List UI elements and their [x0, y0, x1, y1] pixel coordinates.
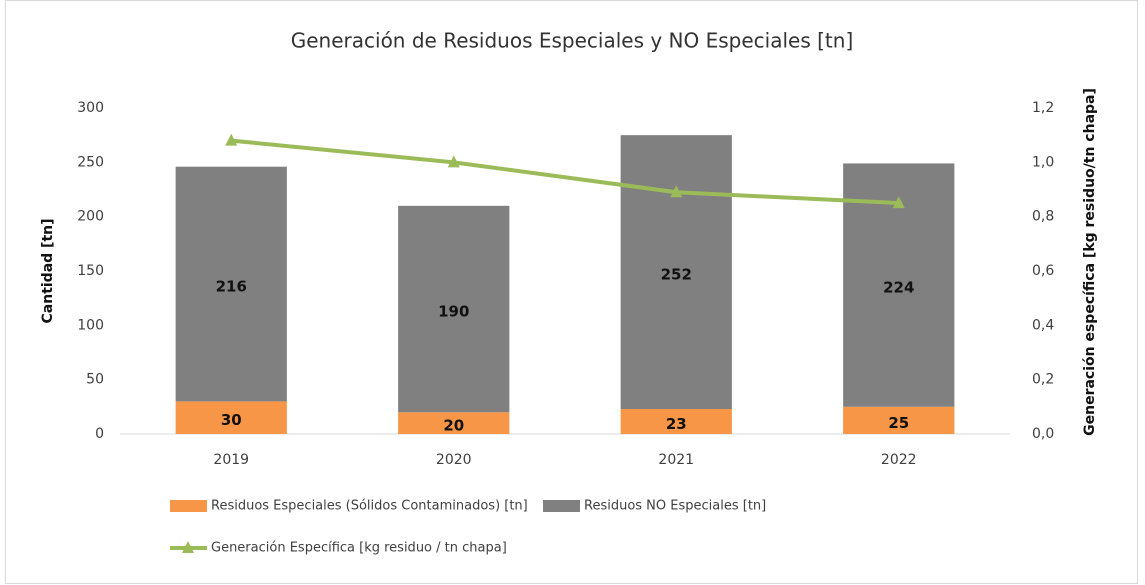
y2-tick-label: 0,6: [1032, 263, 1054, 279]
y2-tick-label: 1,2: [1032, 100, 1054, 116]
y2-tick-label: 1,0: [1032, 154, 1054, 170]
legend-label: Generación Específica [kg residuo / tn c…: [211, 541, 507, 556]
y-tick-label: 100: [77, 317, 104, 333]
legend-label: Residuos Especiales (Sólidos Contaminado…: [211, 499, 528, 514]
legend-label: Residuos NO Especiales [tn]: [584, 499, 766, 514]
y-tick-label: 250: [77, 154, 104, 170]
legend-swatch: [543, 500, 580, 512]
data-label: 20: [443, 417, 464, 435]
y2-tick-label: 0,4: [1032, 317, 1054, 333]
bar-segment: [843, 406, 955, 434]
data-label: 216: [216, 278, 247, 296]
bar-segment: [175, 166, 287, 402]
y-tick-label: 150: [77, 263, 104, 279]
y2-axis-title: Generación específica [kg residuo/tn cha…: [1082, 88, 1098, 436]
line-marker: [447, 155, 460, 168]
data-label: 25: [888, 414, 909, 432]
x-tick-label: 2021: [658, 452, 694, 468]
bar-segment: [620, 409, 732, 434]
data-label: 190: [438, 303, 469, 321]
y-tick-label: 50: [86, 372, 104, 388]
chart-border: [5, 0, 1138, 584]
chart-title: Generación de Residuos Especiales y NO E…: [291, 29, 854, 53]
line-marker: [670, 185, 683, 198]
y-tick-label: 0: [95, 426, 104, 442]
line-series: [231, 138, 899, 206]
x-tick-label: 2020: [436, 452, 472, 468]
line-marker: [225, 133, 238, 146]
x-tick-label: 2022: [881, 452, 917, 468]
y2-tick-label: 0,0: [1032, 426, 1054, 442]
bar-segment: [175, 401, 287, 434]
y-tick-label: 200: [77, 209, 104, 225]
legend-swatch: [170, 500, 207, 512]
data-label: 30: [221, 411, 242, 429]
y-axis-title: Cantidad [tn]: [40, 219, 56, 324]
legend-marker: [182, 541, 194, 553]
y2-tick-label: 0,8: [1032, 209, 1054, 225]
bar-segment: [398, 205, 510, 413]
bar-segment: [620, 135, 732, 410]
y2-tick-label: 0,2: [1032, 372, 1054, 388]
bar-segment: [398, 412, 510, 434]
line-marker: [892, 196, 905, 209]
y-tick-label: 300: [77, 100, 104, 116]
data-label: 252: [661, 266, 692, 284]
data-label: 23: [666, 415, 687, 433]
x-tick-label: 2019: [213, 452, 249, 468]
data-label: 224: [883, 279, 914, 297]
